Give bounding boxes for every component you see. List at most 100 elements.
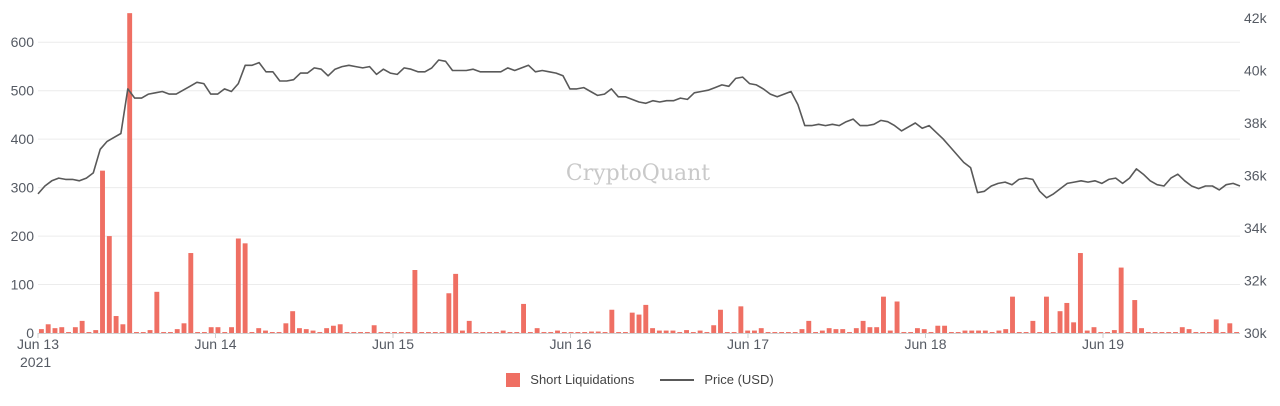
- liquidation-bar: [242, 243, 248, 333]
- right-tick-label: 32k: [1244, 273, 1268, 289]
- liquidation-bar: [670, 330, 676, 333]
- short-liquidations-series: [38, 13, 1240, 334]
- liquidation-bar: [466, 320, 472, 333]
- right-tick-label: 42k: [1244, 10, 1268, 26]
- liquidation-bar: [276, 332, 282, 333]
- liquidation-bar: [887, 330, 893, 333]
- liquidation-bar: [1200, 332, 1206, 333]
- liquidation-bar: [1186, 329, 1192, 333]
- liquidation-bar: [398, 332, 404, 333]
- x-tick-label: Jun 13: [17, 336, 59, 352]
- liquidation-bar: [589, 331, 594, 333]
- liquidation-bar: [93, 330, 99, 333]
- left-tick-label: 100: [11, 277, 35, 293]
- x-tick-label: Jun 17: [727, 336, 769, 352]
- price-series-line: [37, 59, 1241, 199]
- liquidation-bar: [222, 332, 228, 333]
- liquidation-bar: [161, 332, 167, 333]
- liquidation-bar: [269, 332, 275, 333]
- liquidation-bar: [154, 291, 160, 333]
- x-tick-label: Jun 15: [372, 336, 414, 352]
- left-tick-label: 600: [11, 34, 35, 50]
- left-tick-label: 300: [11, 180, 35, 196]
- liquidation-bar: [1111, 330, 1117, 333]
- liquidation-bar: [1145, 332, 1151, 333]
- right-tick-label: 36k: [1244, 168, 1268, 184]
- liquidation-bar: [459, 330, 465, 333]
- liquidation-bar: [806, 320, 812, 333]
- gridlines: [38, 41, 1240, 286]
- liquidation-bar: [1057, 311, 1063, 333]
- liquidation-bar: [235, 238, 241, 333]
- liquidation-bar: [297, 328, 302, 333]
- left-tick-label: 200: [11, 228, 35, 244]
- liquidation-bar: [772, 332, 778, 333]
- liquidation-bar: [507, 332, 513, 333]
- liquidation-bar: [1077, 253, 1083, 333]
- liquidation-bar: [1227, 323, 1233, 333]
- liquidation-bar: [493, 332, 499, 333]
- liquidation-bar: [344, 332, 350, 333]
- liquidation-bar: [928, 332, 934, 333]
- liquidation-bar: [140, 332, 146, 333]
- liquidation-bar: [622, 332, 628, 333]
- liquidation-bar: [419, 332, 425, 333]
- x-tick-label: Jun 18: [904, 336, 946, 352]
- liquidation-bar: [656, 330, 662, 333]
- liquidation-bar: [527, 332, 533, 333]
- liquidation-bar: [881, 296, 886, 333]
- liquidation-bar: [718, 309, 723, 333]
- liquidation-bar: [1139, 328, 1144, 333]
- liquidation-bar: [697, 330, 703, 333]
- liquidation-bar: [1173, 332, 1178, 333]
- x-axis: Jun 13 Jun 14 Jun 15 Jun 16 Jun 17 Jun 18 Jun …: [17, 333, 1124, 370]
- liquidation-bar: [181, 323, 187, 333]
- liquidation-bar: [1044, 296, 1049, 333]
- legend-item-price[interactable]: Price (USD): [660, 372, 774, 387]
- liquidation-bar: [752, 330, 757, 333]
- left-tick-label: 400: [11, 131, 35, 147]
- legend-label-price: Price (USD): [704, 372, 774, 387]
- liquidation-bar: [113, 316, 119, 333]
- liquidation-bar: [480, 332, 486, 333]
- liquidation-bar: [127, 13, 133, 334]
- liquidation-bar: [561, 332, 567, 333]
- liquidation-bar: [541, 332, 547, 333]
- liquidation-bar: [310, 330, 316, 333]
- liquidation-bar: [1220, 332, 1226, 333]
- liquidation-bar: [1003, 329, 1009, 333]
- liquidation-bar: [745, 330, 751, 333]
- liquidation-bar: [785, 332, 791, 333]
- liquidation-bar: [568, 332, 574, 333]
- liquidation-bar: [711, 325, 717, 333]
- liquidation-bar: [595, 331, 601, 333]
- combo-chart: 0 100 200 300 400 500 600 30k 32k 34k 36k 38k 40k 42…: [11, 10, 1268, 370]
- liquidation-bar: [1030, 320, 1036, 333]
- liquidation-bar: [66, 332, 72, 333]
- liquidation-bar: [847, 332, 852, 333]
- liquidation-bar: [201, 332, 207, 333]
- liquidation-bar: [813, 332, 819, 333]
- liquidation-bar: [106, 236, 112, 333]
- liquidation-bar: [378, 332, 384, 333]
- liquidation-bar: [724, 332, 730, 333]
- x-tick-label: Jun 19: [1082, 336, 1124, 352]
- liquidation-bar: [548, 332, 554, 333]
- liquidation-bar: [894, 301, 900, 333]
- liquidation-bar: [514, 332, 520, 333]
- right-tick-label: 40k: [1244, 63, 1268, 79]
- liquidation-bar: [500, 330, 506, 333]
- liquidation-bar: [867, 327, 873, 333]
- liquidation-bar: [487, 332, 493, 333]
- liquidation-bar: [684, 330, 689, 333]
- liquidation-bar: [405, 332, 411, 333]
- legend-item-short-liquidations[interactable]: Short Liquidations: [506, 372, 634, 387]
- liquidation-bar: [290, 311, 296, 333]
- liquidation-bar: [86, 332, 92, 333]
- liquidation-bar: [1152, 332, 1158, 333]
- liquidation-bar: [1050, 332, 1056, 333]
- liquidation-bar: [72, 327, 78, 333]
- right-tick-label: 30k: [1244, 325, 1268, 341]
- liquidation-bar: [853, 328, 859, 333]
- liquidation-bar: [1132, 300, 1138, 333]
